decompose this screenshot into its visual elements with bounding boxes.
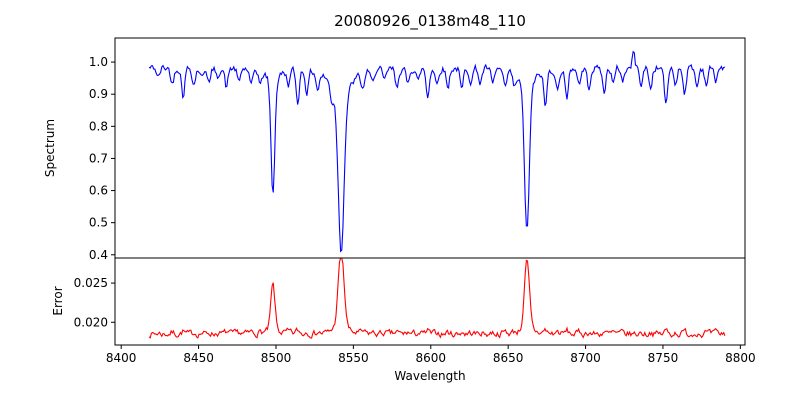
error-y-tick-label: 0.025 [74, 276, 108, 290]
spectrum-axis-label: Spectrum [43, 118, 57, 178]
x-tick-label: 8700 [570, 351, 601, 365]
spectrum-y-tick-label: 0.5 [89, 216, 108, 230]
x-tick-label: 8650 [493, 351, 524, 365]
error-axis-label: Error [51, 286, 65, 316]
spectrum-y-tick-label: 1.0 [89, 55, 108, 69]
spectrum-panel-frame [114, 37, 746, 259]
x-tick-label: 8600 [416, 351, 447, 365]
error-panel-frame [114, 257, 746, 346]
error-y-tick-label: 0.020 [74, 315, 108, 329]
x-tick-label: 8800 [725, 351, 756, 365]
x-tick-label: 8750 [648, 351, 679, 365]
spectrum-y-tick-label: 0.4 [89, 248, 108, 262]
x-tick-label: 8450 [183, 351, 214, 365]
chart-title: 20080926_0138m48_110 [334, 12, 526, 30]
spectrum-y-tick-label: 0.7 [89, 151, 108, 165]
spectrum-line [148, 50, 726, 253]
x-axis-label: Wavelength [394, 369, 466, 383]
spectrum-y-tick-label: 0.8 [89, 119, 108, 133]
spectrum-y-tick-label: 0.6 [89, 184, 108, 198]
error-line [148, 258, 726, 339]
spectrum-y-tick-label: 0.9 [89, 87, 108, 101]
x-tick-label: 8550 [338, 351, 369, 365]
x-tick-label: 8500 [261, 351, 292, 365]
x-tick-label: 8400 [106, 351, 137, 365]
